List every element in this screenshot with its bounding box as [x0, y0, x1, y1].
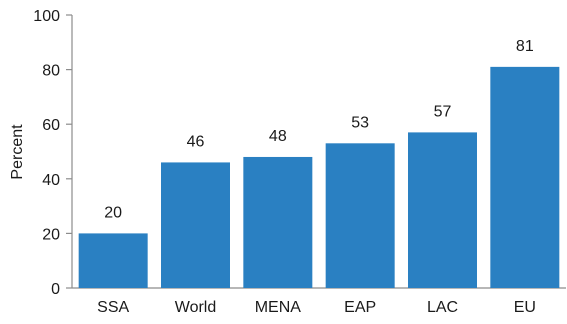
y-tick-label: 0: [51, 281, 60, 298]
data-label: 46: [187, 133, 205, 150]
y-ticks: 0 20 40 60 80 100: [33, 8, 72, 298]
data-label: 53: [351, 114, 369, 131]
x-tick-label: MENA: [255, 299, 302, 316]
bar-lac: [408, 132, 477, 288]
x-tick-label: SSA: [97, 299, 129, 316]
data-labels: 20 46 48 53 57 81: [104, 38, 534, 222]
y-tick-label: 80: [42, 63, 60, 80]
y-tick-label: 20: [42, 226, 60, 243]
bar-eap: [325, 143, 395, 288]
bar-mena: [243, 156, 313, 288]
data-label: 57: [434, 103, 452, 120]
y-tick-label: 40: [42, 172, 60, 189]
axes: [71, 15, 566, 289]
x-tick-labels: SSA World MENA EAP LAC EU: [97, 299, 536, 316]
bars: [78, 66, 560, 289]
bar-eu: [490, 66, 560, 289]
y-tick-label: 60: [42, 117, 60, 134]
y-tick-label: 100: [33, 8, 60, 25]
data-label: 48: [269, 128, 287, 145]
bar-ssa: [78, 233, 148, 288]
x-tick-label: EU: [514, 299, 536, 316]
data-label: 20: [104, 204, 122, 221]
y-axis-title: Percent: [9, 124, 26, 180]
bar-world: [161, 162, 230, 288]
x-tick-label: World: [175, 299, 217, 316]
x-tick-label: EAP: [344, 299, 376, 316]
data-label: 81: [516, 38, 534, 55]
x-tick-label: LAC: [427, 299, 458, 316]
